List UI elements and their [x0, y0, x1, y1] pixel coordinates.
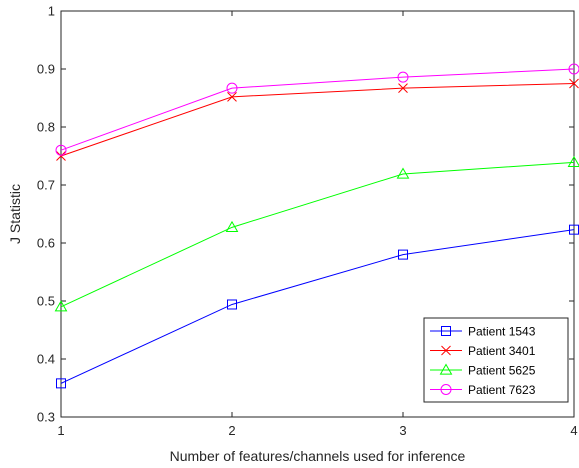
legend-box	[423, 317, 569, 403]
y-axis-label: J Statistic	[7, 184, 23, 244]
data-point	[55, 144, 67, 156]
series-patient-3401	[56, 78, 579, 161]
legend-marker	[441, 326, 451, 336]
data-point	[398, 83, 408, 93]
data-point	[56, 378, 66, 389]
x-tick-label: 4	[570, 423, 577, 438]
y-tick-label: 0.9	[37, 62, 55, 77]
series-line	[60, 68, 575, 151]
legend-item: Patient 5625	[430, 363, 536, 378]
data-point	[568, 63, 579, 75]
series-line	[60, 229, 575, 384]
x-axis: 1 2 3 4	[57, 11, 578, 438]
y-tick-label: 0.8	[37, 120, 55, 135]
legend-marker	[439, 363, 453, 375]
data-point	[567, 155, 579, 168]
y-tick-label: 0.3	[37, 410, 55, 425]
legend-label: Patient 3401	[468, 344, 536, 358]
data-point	[569, 78, 579, 89]
data-point	[56, 151, 66, 161]
legend: Patient 1543 Patient 3401 Patient 5625 Pati…	[423, 317, 569, 403]
series-patient-7623	[55, 63, 579, 156]
series-patient-5625	[54, 155, 579, 312]
legend-item: Patient 1543	[430, 325, 536, 339]
y-tick-label: 0.7	[37, 178, 55, 193]
y-tick-label: 0.5	[37, 294, 55, 309]
y-tick-label: 0.6	[37, 236, 55, 251]
legend-marker	[440, 384, 452, 395]
legend-marker	[441, 345, 451, 356]
legend-item: Patient 7623	[430, 383, 536, 397]
data-point	[226, 82, 238, 94]
data-point	[397, 71, 409, 83]
data-point	[398, 249, 408, 260]
x-axis-label: Number of features/channels used for inf…	[170, 448, 466, 464]
legend-label: Patient 5625	[468, 364, 536, 378]
data-point	[227, 91, 237, 102]
y-tick-label: 0.4	[37, 352, 55, 367]
y-axis: 0.3 0.4 0.5 0.6 0.7 0.8 0.9 1	[37, 4, 574, 425]
legend-label: Patient 1543	[468, 325, 536, 339]
series-patient-1543	[56, 224, 579, 389]
x-tick-label: 2	[228, 423, 235, 438]
series-layer	[54, 63, 579, 389]
legend-label: Patient 7623	[468, 383, 536, 397]
series-line	[60, 83, 575, 157]
data-point	[396, 167, 410, 179]
series-line	[60, 161, 575, 308]
data-point	[225, 220, 239, 232]
x-tick-label: 3	[399, 423, 406, 438]
legend-item: Patient 3401	[430, 344, 536, 358]
y-tick-label: 1	[48, 4, 55, 19]
data-point	[54, 300, 68, 312]
data-point	[227, 299, 237, 310]
x-tick-label: 1	[57, 423, 64, 438]
